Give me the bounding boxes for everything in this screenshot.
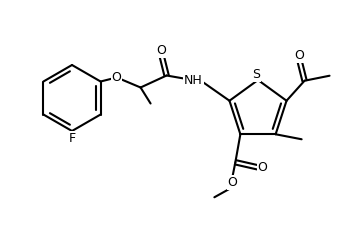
- Text: O: O: [295, 49, 305, 62]
- Text: O: O: [157, 44, 167, 57]
- Text: NH: NH: [184, 74, 203, 87]
- Text: F: F: [68, 132, 76, 144]
- Text: S: S: [252, 68, 260, 82]
- Text: O: O: [112, 71, 121, 84]
- Text: O: O: [257, 161, 267, 174]
- Text: O: O: [227, 176, 237, 189]
